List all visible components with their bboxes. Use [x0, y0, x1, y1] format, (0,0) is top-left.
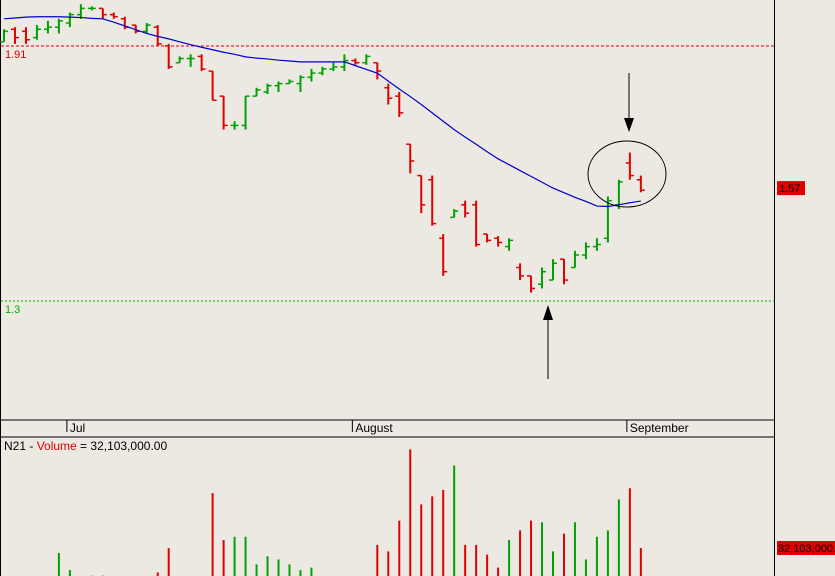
- reference-label: 1.3: [5, 304, 20, 316]
- volume-title-value: = 32,103,000.00: [77, 439, 168, 453]
- last-price-box: [777, 181, 805, 196]
- volume-title: N21 - Volume = 32,103,000.00: [4, 439, 167, 453]
- arrow-head: [624, 118, 634, 132]
- highlight-circle: [587, 140, 667, 208]
- reference-label: 1.91: [5, 49, 26, 61]
- volume-title-prefix: N21 -: [4, 439, 37, 453]
- x-tick-label: Jul: [70, 421, 85, 435]
- last-price-label: 1.57: [779, 183, 800, 195]
- x-tick-label: August: [355, 421, 393, 435]
- arrow-head: [543, 305, 553, 320]
- volume-label-box: [777, 540, 835, 555]
- moving-average: [3, 16, 641, 208]
- volume-panel: [0, 436, 775, 576]
- x-tick-label: September: [630, 421, 689, 435]
- volume-label: 32,103,000.00: [778, 543, 835, 555]
- plot-layer: 1.91 1.3 Jul August September 1.57 32,103,000.…: [0, 4, 835, 576]
- volume-title-name: Volume: [37, 439, 77, 453]
